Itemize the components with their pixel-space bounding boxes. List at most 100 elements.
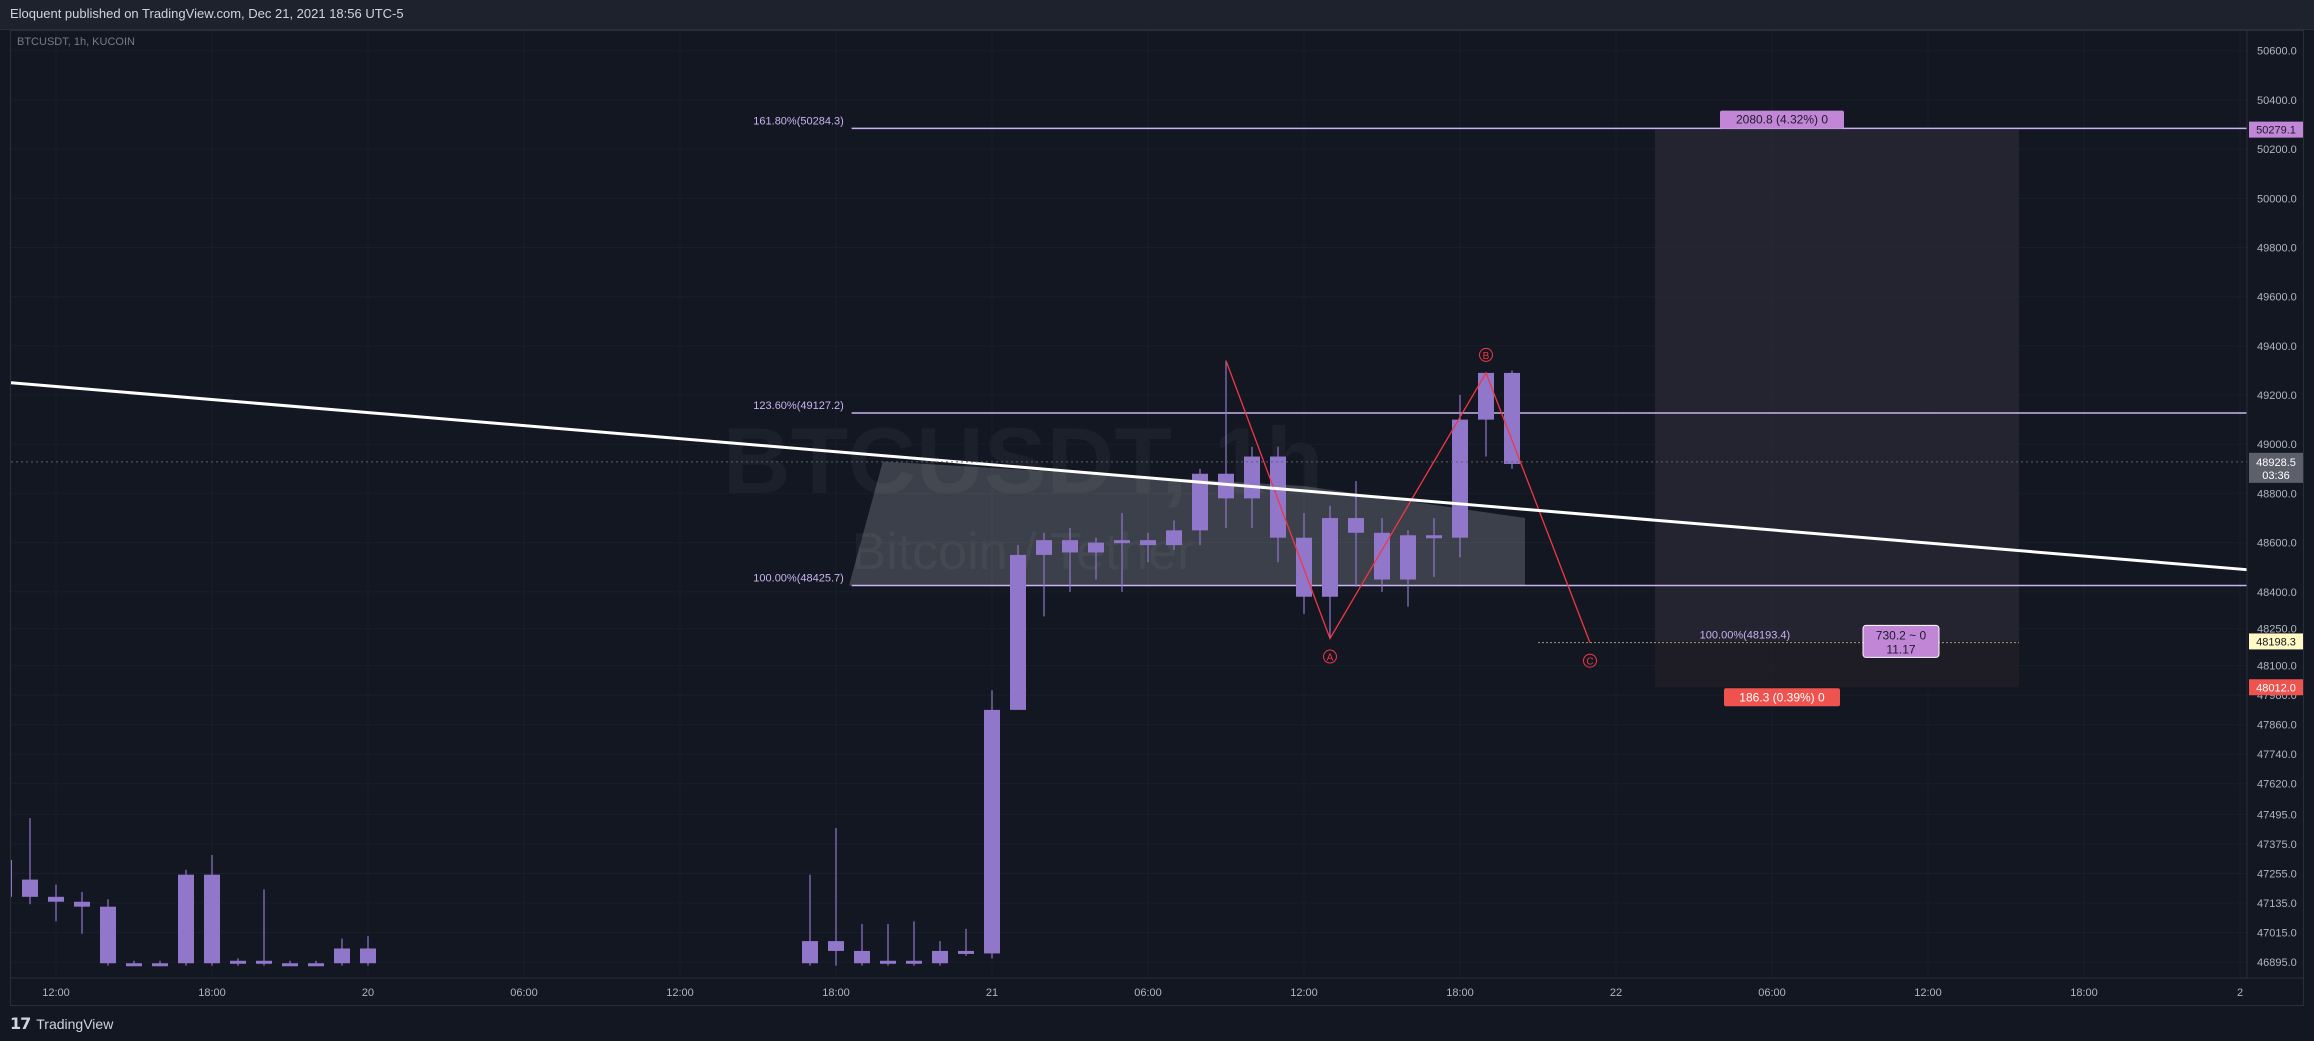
price-tick-label: 48400.0: [2257, 587, 2297, 599]
candle-body: [152, 963, 168, 967]
wave-point-label: C: [1586, 657, 1593, 668]
candle-body: [230, 960, 246, 964]
symbol-watermark: BTCUSDT, 1h Bitcoin / Tether: [723, 408, 1324, 581]
candle-body: [984, 709, 1000, 954]
candle-body: [1010, 554, 1026, 710]
drawing-labels: 161.80%(50284.3) 123.60%(49127.2) 100.00%(…: [753, 110, 1940, 707]
candle-body: [1478, 372, 1494, 420]
time-tick-label: 12:00: [1914, 987, 1942, 999]
price-tick-label: 50400.0: [2257, 95, 2297, 107]
wave-point-marker: [1479, 347, 1493, 362]
price-badge-bg: [2249, 679, 2303, 696]
candle-body: [360, 948, 376, 964]
price-tick-label: 49600.0: [2257, 292, 2297, 304]
symbol-label: BTCUSDT, 1h, KUCOIN: [17, 36, 135, 48]
center-label-line2: 11.17: [1886, 642, 1915, 656]
publish-header: Eloquent published on TradingView.com, D…: [0, 0, 2314, 30]
candle-body: [1218, 473, 1234, 499]
candle-body: [1088, 542, 1104, 553]
candles: [0, 360, 1520, 967]
price-tick-label: 50000.0: [2257, 193, 2297, 205]
stop-label-text: 186.3 (0.39%) 0: [1739, 690, 1825, 704]
time-tick-label: 06:00: [510, 987, 538, 999]
price-axis[interactable]: 50600.0 50400.0 50200.0 50000.0 49800.0 49600…: [11, 31, 2303, 978]
time-tick-label: 12:00: [666, 987, 694, 999]
stop-zone: [1655, 641, 2019, 688]
wave-point-marker: [1583, 653, 1597, 668]
chart-container[interactable]: BTCUSDT, 1h Bitcoin / Tether A B C 161.80%…: [0, 30, 2304, 1006]
candle-body: [932, 950, 948, 964]
descending-trendline: [10, 381, 2248, 572]
price-badge-stop: 48012.0: [2249, 679, 2303, 696]
candle-body: [802, 941, 818, 964]
price-tick-label: 48100.0: [2257, 661, 2297, 673]
price-tick-label: 47375.0: [2257, 839, 2297, 851]
abc-wave[interactable]: A B C: [1225, 347, 1597, 668]
time-tick-label: 18:00: [198, 987, 226, 999]
candle-body: [1036, 540, 1052, 555]
price-badge-text: 48928.5: [2256, 457, 2296, 469]
price-tick-label: 47135.0: [2257, 898, 2297, 910]
time-tick-label: 2: [2237, 987, 2243, 999]
candle-body: [1166, 530, 1182, 546]
publish-line: Eloquent published on TradingView.com, D…: [10, 6, 404, 21]
candle-body: [1452, 419, 1468, 538]
candle-body: [1140, 540, 1156, 546]
price-tick-label: 46895.0: [2257, 957, 2297, 969]
price-badge-entry: 48198.3: [2249, 633, 2303, 650]
price-tick-label: 47860.0: [2257, 720, 2297, 732]
time-tick-label: 18:00: [2070, 987, 2098, 999]
price-tick-label: 49000.0: [2257, 439, 2297, 451]
candle-body: [48, 896, 64, 902]
time-tick-label: 22: [1610, 987, 1622, 999]
price-badge-bg: [2249, 633, 2303, 650]
candle-body: [308, 963, 324, 967]
footer-brand: TradingView: [36, 1015, 114, 1032]
candle-body: [74, 901, 90, 907]
time-tick-label: 12:00: [42, 987, 70, 999]
time-axis[interactable]: 12:00 18:00 20 06:00 12:00 18:00 21 06:00 12:00 1…: [11, 977, 2303, 999]
time-tick-label: 06:00: [1758, 987, 1786, 999]
price-tick-label: 49200.0: [2257, 390, 2297, 402]
candle-body: [828, 941, 844, 951]
price-badge-bg: [2249, 452, 2303, 483]
candle-body: [1192, 473, 1208, 531]
candle-body: [22, 879, 38, 897]
price-badge-text: 48198.3: [2256, 636, 2296, 648]
target-label: 2080.8 (4.32%) 0: [1720, 110, 1844, 129]
price-badge-text: 48012.0: [2256, 682, 2296, 694]
candle-body: [880, 960, 896, 964]
time-tick-label: 18:00: [822, 987, 850, 999]
time-tick-label: 12:00: [1290, 987, 1318, 999]
price-tick-label: 48800.0: [2257, 488, 2297, 500]
stop-label-bg: [1724, 688, 1840, 707]
candle-body: [334, 948, 350, 964]
candle-body: [1270, 456, 1286, 538]
candle-body: [906, 960, 922, 964]
candle-body: [1348, 518, 1364, 533]
candle-body: [958, 950, 974, 954]
price-chart[interactable]: BTCUSDT, 1h Bitcoin / Tether A B C 161.80%…: [0, 31, 2303, 1005]
stop-label: 186.3 (0.39%) 0: [1724, 688, 1840, 707]
candle-body: [126, 963, 142, 967]
price-badge-text: 50279.1: [2256, 125, 2296, 137]
wave-point-label: A: [1327, 653, 1334, 664]
tradingview-logo-icon: 17: [10, 1014, 31, 1033]
fib-label: 123.60%(49127.2): [753, 400, 844, 412]
price-tick-label: 49400.0: [2257, 341, 2297, 353]
center-label-line1: 730.2 ~ 0: [1876, 628, 1927, 642]
wave-path: [1225, 360, 1591, 643]
candle-body: [1400, 535, 1416, 580]
candle-body: [854, 950, 870, 964]
price-tick-label: 50600.0: [2257, 46, 2297, 58]
wave-point-marker: [1323, 649, 1337, 664]
time-tick-label: 20: [362, 987, 374, 999]
time-tick-label: 06:00: [1134, 987, 1162, 999]
target-zone: [1655, 129, 2019, 642]
target-label-bg: [1720, 110, 1844, 129]
price-tick-label: 50200.0: [2257, 144, 2297, 156]
fib-label: 100.00%(48193.4): [1700, 630, 1791, 642]
price-badge-bg: [2249, 121, 2303, 138]
candle-body: [1114, 540, 1130, 544]
trendline[interactable]: [10, 381, 2248, 572]
